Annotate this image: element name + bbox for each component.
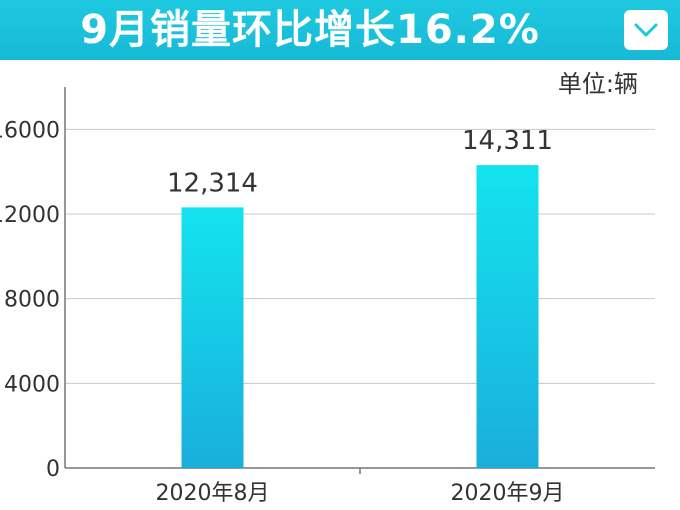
y-tick-label: 4000 xyxy=(4,372,60,397)
dropdown-button[interactable] xyxy=(624,10,668,50)
labels: 0 4000 8000 12000 16000 12,314 2020年8月 14,311 20… xyxy=(0,118,565,506)
page-title: 9月销量环比增长16.2% xyxy=(80,7,540,53)
grid-lines xyxy=(65,128,655,384)
x-tick-label: 2020年9月 xyxy=(451,481,565,506)
bars xyxy=(181,165,539,468)
title-banner: 9月销量环比增长16.2% xyxy=(0,0,680,60)
y-tick-label: 16000 xyxy=(0,118,60,143)
axes xyxy=(64,87,655,474)
bar xyxy=(181,207,244,468)
y-tick-label: 12000 xyxy=(0,203,60,228)
unit-label: 单位:辆 xyxy=(557,70,638,98)
chevron-down-icon xyxy=(634,23,658,37)
y-tick-label: 8000 xyxy=(4,288,60,313)
x-tick-label: 2020年8月 xyxy=(156,481,270,506)
data-label: 14,311 xyxy=(462,126,553,156)
data-label: 12,314 xyxy=(167,168,258,198)
y-tick-label: 0 xyxy=(46,457,60,482)
bar xyxy=(476,165,539,468)
